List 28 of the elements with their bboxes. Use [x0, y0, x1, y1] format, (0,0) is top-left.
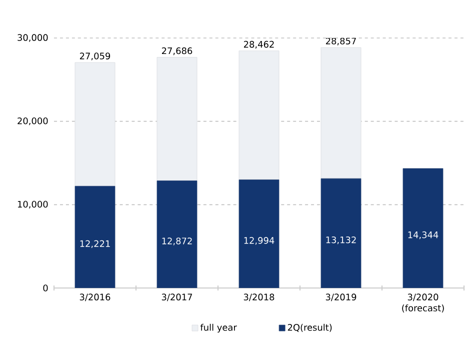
data-label: 12,221: [80, 240, 110, 248]
total-label: 27,059: [80, 52, 110, 60]
bar: [320, 47, 362, 179]
data-label: 12,994: [244, 237, 274, 245]
x-tick-label: 3/2019: [326, 294, 356, 302]
x-tick-label: 3/2017: [162, 294, 192, 302]
bar: [402, 168, 444, 288]
bar: [74, 186, 116, 288]
bar: [156, 180, 198, 288]
x-tick-label: 3/2016: [80, 294, 110, 302]
total-label: 27,686: [162, 47, 192, 56]
total-label: 28,462: [244, 40, 274, 49]
y-tick-label: 20,000: [18, 117, 48, 126]
y-tick-label: 30,000: [18, 34, 48, 42]
legend-label: full year: [200, 324, 237, 333]
bar: [320, 178, 362, 288]
bar: [156, 57, 198, 181]
data-label: 13,132: [326, 236, 356, 244]
y-tick-label: 0: [43, 284, 48, 292]
x-tick-label: 3/2020 (forecast): [402, 294, 444, 312]
bar: [238, 50, 280, 180]
data-label: 12,872: [162, 238, 192, 246]
data-label: 14,344: [408, 231, 438, 240]
bar: [238, 180, 280, 288]
y-tick-label: 10,000: [18, 200, 48, 209]
x-tick-label: 3/2018: [244, 294, 274, 302]
legend-label: 2Q(result): [288, 324, 332, 332]
bar: [74, 62, 116, 186]
